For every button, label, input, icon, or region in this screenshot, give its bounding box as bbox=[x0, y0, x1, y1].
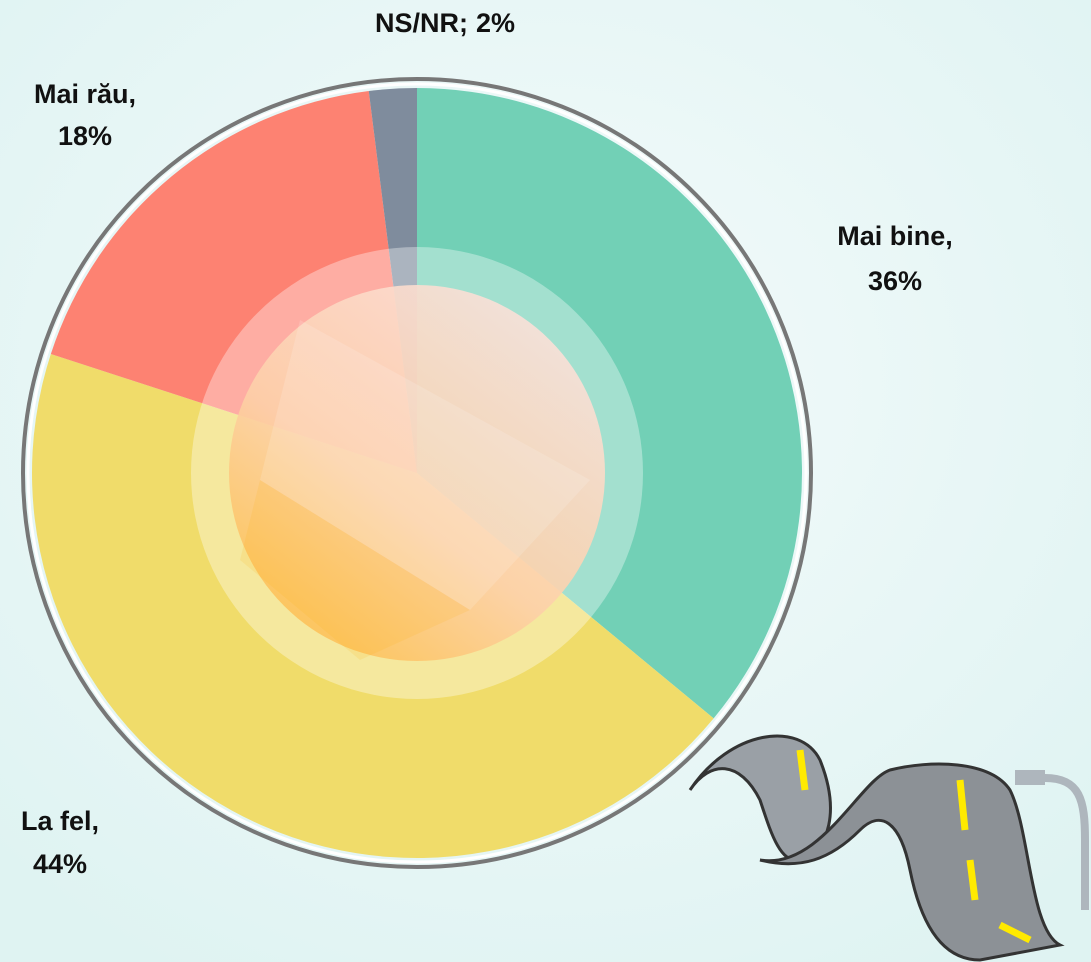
road-illustration bbox=[688, 734, 1089, 962]
value-label: 36% bbox=[868, 266, 922, 296]
data-label: NS/NR; 2% bbox=[375, 8, 515, 38]
facet bbox=[260, 320, 590, 610]
data-label: Mai bine, 36% bbox=[837, 221, 953, 296]
outer-ring bbox=[21, 77, 813, 869]
category-label: NS/NR; bbox=[375, 8, 468, 38]
data-label: La fel, 44% bbox=[21, 806, 99, 879]
value-label: 18% bbox=[58, 121, 112, 151]
value-label: 2% bbox=[476, 8, 515, 38]
category-label: Mai rău, bbox=[34, 79, 136, 109]
facet bbox=[240, 480, 470, 660]
center-disc bbox=[229, 285, 605, 661]
outer-ring-inner bbox=[26, 82, 808, 864]
category-label: La fel, bbox=[21, 806, 99, 836]
slices bbox=[31, 88, 802, 858]
data-label: Mai rău, 18% bbox=[34, 79, 136, 151]
category-label: Mai bine, bbox=[837, 221, 953, 251]
value-label: 44% bbox=[33, 849, 87, 879]
pie-slice bbox=[417, 88, 802, 719]
